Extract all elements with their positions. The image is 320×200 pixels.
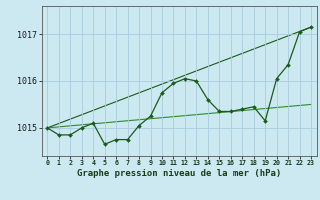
X-axis label: Graphe pression niveau de la mer (hPa): Graphe pression niveau de la mer (hPa) xyxy=(77,169,281,178)
